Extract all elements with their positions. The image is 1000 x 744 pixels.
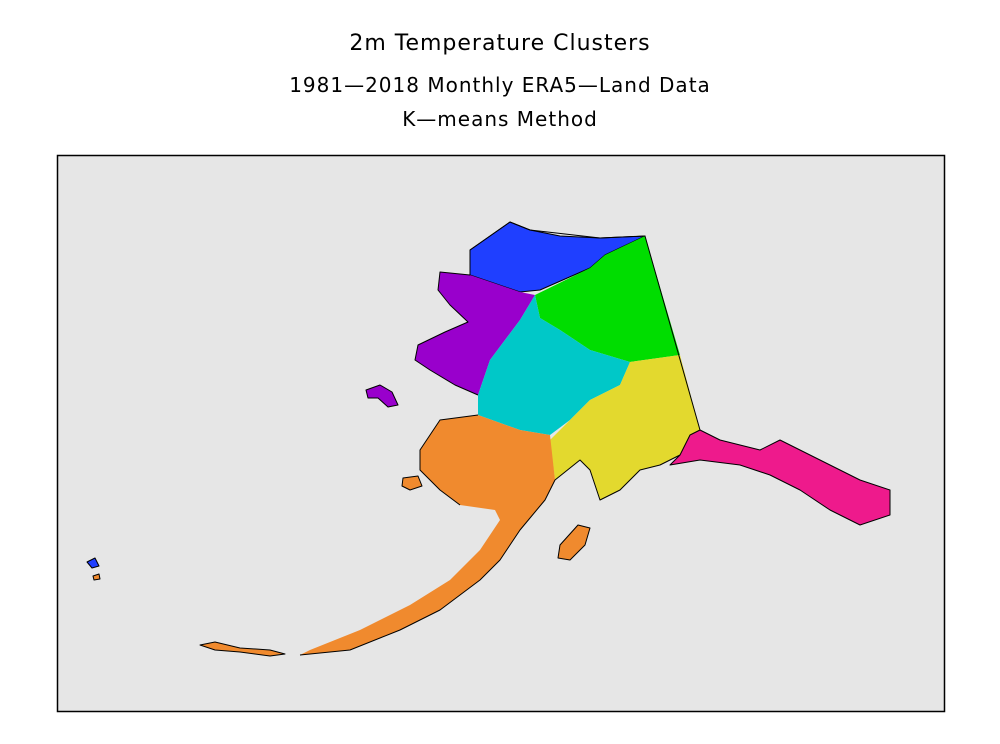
island-kodiak	[557, 524, 591, 561]
island-attu	[86, 557, 100, 569]
subtitle: 1981—2018 Monthly ERA5—Land Data	[289, 73, 711, 97]
island-west	[92, 573, 101, 581]
region-northwest	[415, 272, 535, 395]
map	[86, 221, 891, 657]
coastline	[299, 221, 701, 656]
region-northeast	[535, 236, 680, 362]
island-nunivak	[401, 475, 423, 491]
region-southwest	[300, 415, 555, 655]
title: 2m Temperature Clusters	[349, 31, 650, 56]
islands-aleutian	[199, 641, 286, 657]
region-southeast	[669, 429, 891, 526]
method: K—means Method	[402, 107, 598, 131]
island-st-lawrence	[365, 384, 399, 408]
region-central	[478, 295, 630, 435]
